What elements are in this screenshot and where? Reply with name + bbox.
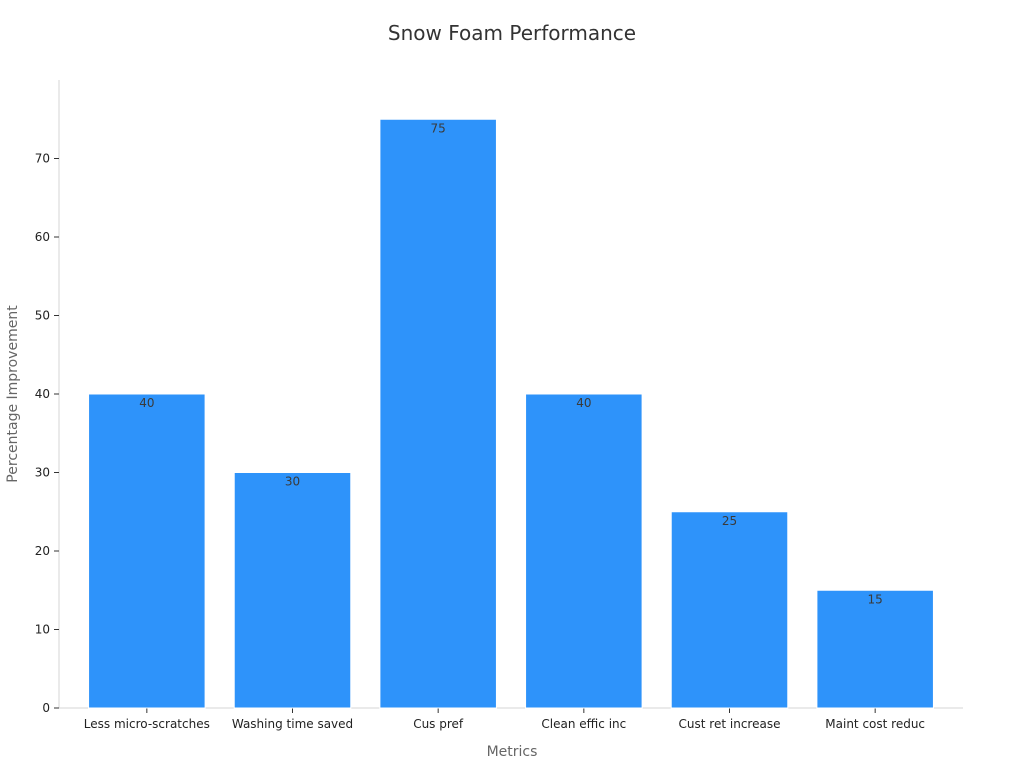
y-tick-label: 20 (35, 544, 50, 558)
y-tick-label: 10 (35, 623, 50, 637)
y-tick-label: 0 (42, 701, 50, 715)
x-tick-label: Clean effic inc (541, 717, 626, 731)
bar (379, 118, 497, 709)
data-label: 40 (139, 396, 154, 410)
bar (525, 393, 643, 709)
bars (88, 118, 934, 709)
data-label: 30 (285, 475, 300, 489)
bar (816, 589, 934, 709)
x-axis: Less micro-scratches Washing time saved Cu… (59, 707, 963, 731)
data-label: 75 (431, 121, 446, 135)
x-tick-label: Maint cost reduc (825, 717, 925, 731)
y-axis: 0 10 20 30 40 50 60 70 (35, 80, 60, 715)
x-tick-label: Washing time saved (232, 717, 353, 731)
y-tick-label: 70 (35, 152, 50, 166)
data-label: 15 (868, 592, 883, 606)
x-tick-label: Less micro-scratches (84, 717, 210, 731)
data-labels: 40 30 75 40 25 15 (139, 121, 883, 606)
data-label: 40 (576, 396, 591, 410)
bar (233, 472, 352, 709)
y-axis-title: Percentage Improvement (5, 305, 21, 483)
bar (88, 393, 206, 709)
x-axis-title: Metrics (487, 744, 538, 760)
y-tick-label: 40 (35, 387, 50, 401)
chart-title: Snow Foam Performance (388, 21, 636, 45)
bar (670, 511, 789, 709)
y-tick-label: 50 (35, 309, 50, 323)
y-tick-label: 30 (35, 466, 50, 480)
x-tick-label: Cust ret increase (679, 717, 781, 731)
x-tick-label: Cus pref (413, 717, 464, 731)
data-label: 25 (722, 514, 737, 528)
y-tick-label: 60 (35, 230, 50, 244)
